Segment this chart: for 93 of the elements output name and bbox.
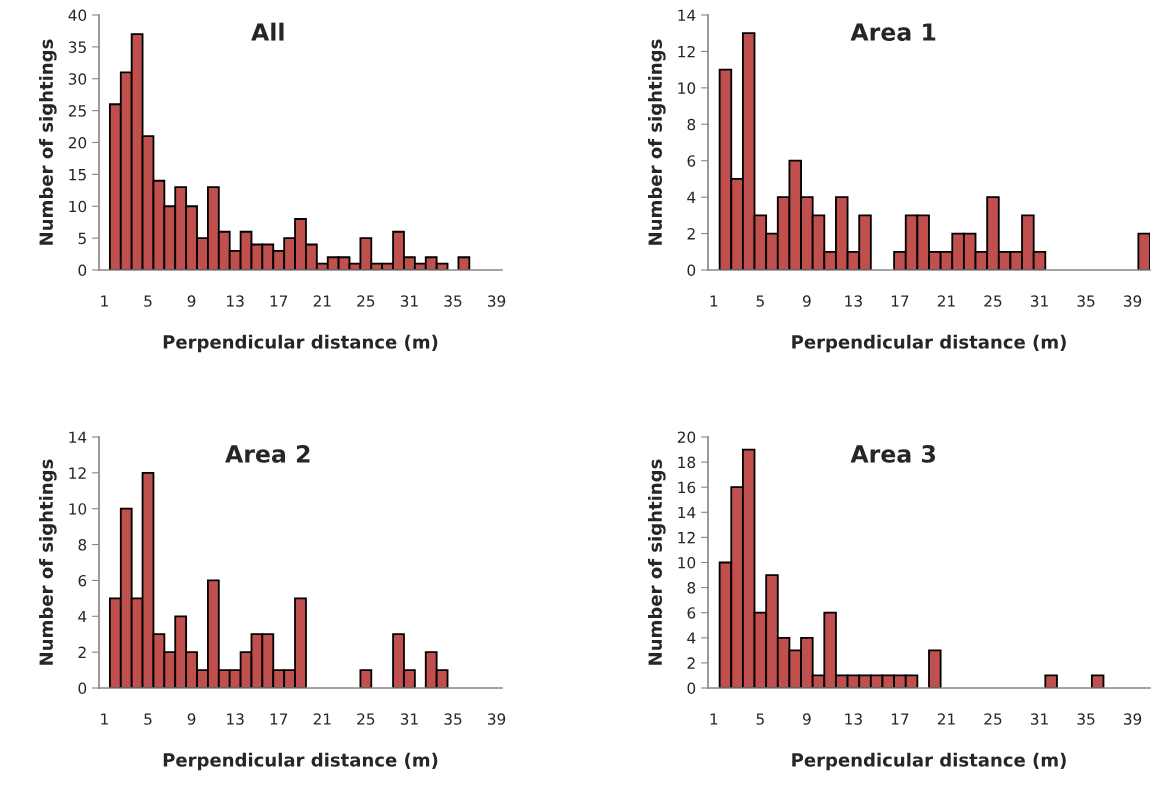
y-tick-label: 10 <box>69 200 87 213</box>
y-tick-label: 6 <box>687 155 696 167</box>
x-tick-label: 17 <box>270 295 288 307</box>
x-tick-label: 35 <box>1077 295 1095 307</box>
y-tick-label: 14 <box>678 506 696 519</box>
x-tick-label: 25 <box>357 713 375 725</box>
x-tick-label: 9 <box>187 295 196 307</box>
bar <box>359 669 373 688</box>
x-tick-label: 1 <box>101 295 108 307</box>
x-tick-label: 25 <box>357 295 375 307</box>
x-tick-label: 31 <box>400 713 418 725</box>
x-tick-label: 17 <box>891 295 909 307</box>
y-axis-title: Number of sightings <box>39 39 57 245</box>
y-tick-label: 0 <box>78 682 87 695</box>
y-tick-label: 4 <box>687 191 696 203</box>
x-axis-title: Perpendicular distance (m) <box>163 752 438 771</box>
bar <box>1044 674 1058 688</box>
x-tick-label: 25 <box>984 295 1002 307</box>
x-tick-label: 1 <box>101 713 108 725</box>
x-tick-label: 31 <box>1030 295 1048 307</box>
chart-title: Area 1 <box>850 23 936 41</box>
bar <box>928 649 942 688</box>
x-tick-label: 39 <box>1124 295 1142 307</box>
x-tick-label: 39 <box>1124 713 1142 725</box>
y-tick-label: 6 <box>687 607 696 619</box>
y-tick-label: 14 <box>678 9 696 21</box>
x-tick-label: 21 <box>313 295 331 307</box>
x-tick-label: 13 <box>227 295 244 307</box>
y-tick-label: 8 <box>687 582 696 594</box>
x-tick-label: 9 <box>802 713 811 725</box>
x-tick-label: 35 <box>444 713 462 725</box>
y-tick-label: 12 <box>678 45 695 58</box>
x-tick-label: 25 <box>984 713 1002 725</box>
y-tick-label: 0 <box>687 264 696 277</box>
y-tick-label: 20 <box>68 136 87 149</box>
y-tick-label: 30 <box>68 73 87 85</box>
x-tick-label: 21 <box>313 713 331 725</box>
y-tick-label: 20 <box>677 431 696 444</box>
y-tick-label: 2 <box>78 646 86 658</box>
y-tick-label: 35 <box>68 41 86 53</box>
y-axis-title: Number of sightings <box>648 459 666 665</box>
x-tick-label: 5 <box>756 295 764 307</box>
x-tick-label: 17 <box>891 713 909 725</box>
x-tick-label: 35 <box>444 295 462 307</box>
y-tick-label: 16 <box>678 481 696 494</box>
x-tick-label: 39 <box>488 295 506 307</box>
chart-title: Area 3 <box>850 444 936 463</box>
y-tick-label: 0 <box>78 264 87 277</box>
y-tick-label: 4 <box>78 610 87 623</box>
y-tick-label: 10 <box>678 556 696 569</box>
x-axis-title: Perpendicular distance (m) <box>792 334 1066 353</box>
y-tick-label: 2 <box>687 657 695 669</box>
y-axis-title: Number of sightings <box>39 459 57 665</box>
x-tick-label: 21 <box>937 713 955 725</box>
y-axis-title: Number of sightings <box>648 39 666 245</box>
y-tick-label: 8 <box>687 118 696 131</box>
y-tick-label: 10 <box>69 503 87 515</box>
x-tick-label: 21 <box>937 295 955 307</box>
y-tick-label: 8 <box>78 539 87 551</box>
y-tick-label: 40 <box>68 9 87 22</box>
chart-title: Area 2 <box>225 444 310 463</box>
y-tick-label: 18 <box>678 456 696 469</box>
x-tick-label: 31 <box>1030 713 1048 725</box>
x-axis-title: Perpendicular distance (m) <box>792 752 1066 771</box>
y-tick-label: 12 <box>678 531 695 544</box>
x-tick-label: 1 <box>710 713 718 725</box>
y-tick-label: 10 <box>678 82 696 94</box>
y-tick-label: 12 <box>69 467 86 479</box>
x-tick-label: 5 <box>144 295 152 307</box>
y-tick-label: 0 <box>687 682 696 695</box>
y-tick-label: 5 <box>78 232 86 245</box>
y-tick-label: 4 <box>687 632 696 644</box>
x-tick-label: 13 <box>845 295 862 307</box>
x-tick-label: 9 <box>187 713 196 725</box>
x-tick-label: 39 <box>488 713 506 725</box>
x-tick-label: 9 <box>802 295 811 307</box>
x-tick-label: 5 <box>144 713 152 725</box>
x-tick-label: 17 <box>270 713 288 725</box>
y-tick-label: 14 <box>69 431 87 443</box>
x-axis-title: Perpendicular distance (m) <box>163 334 438 353</box>
x-tick-label: 13 <box>227 713 244 725</box>
x-tick-label: 13 <box>845 713 862 725</box>
y-tick-label: 15 <box>69 169 86 181</box>
y-tick-label: 6 <box>78 574 87 587</box>
bar <box>457 256 471 270</box>
x-tick-label: 31 <box>400 295 418 307</box>
x-tick-label: 35 <box>1077 713 1095 725</box>
bar <box>1137 232 1150 270</box>
chart-title: All <box>251 22 284 41</box>
y-tick-label: 25 <box>68 105 86 117</box>
y-tick-label: 2 <box>687 228 695 240</box>
x-tick-label: 5 <box>756 713 764 725</box>
x-tick-label: 1 <box>710 295 718 307</box>
